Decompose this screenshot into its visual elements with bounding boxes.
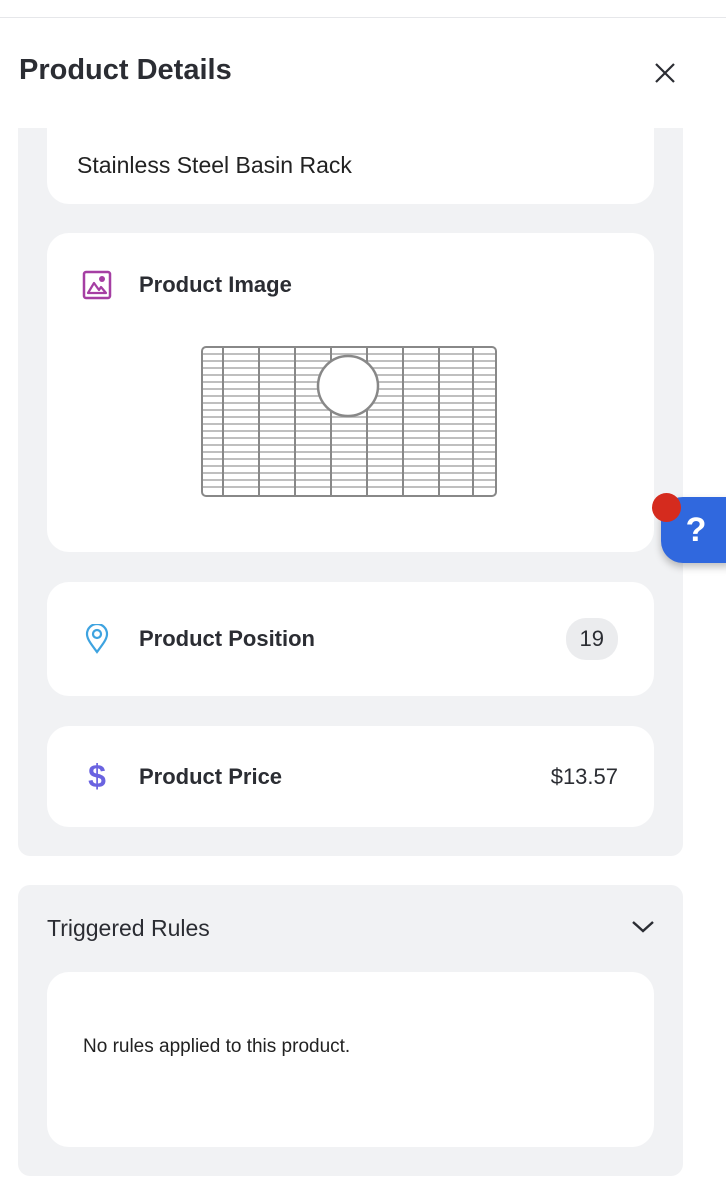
product-price-value: $13.57 (550, 763, 618, 789)
top-divider (0, 17, 726, 18)
rules-card: No rules applied to this product. (47, 972, 654, 1147)
close-icon (655, 63, 675, 83)
chevron-down-icon[interactable] (630, 919, 656, 935)
product-name: Stainless Steel Basin Rack (77, 152, 352, 178)
product-details-panel: Stainless Steel Basin Rack Product Image… (18, 128, 683, 856)
product-name-card: Stainless Steel Basin Rack (47, 128, 654, 204)
triggered-rules-title: Triggered Rules (47, 915, 210, 941)
product-price-card: $ Product Price $13.57 (47, 726, 654, 827)
image-icon (79, 270, 115, 300)
dollar-icon: $ (88, 758, 106, 794)
product-image-card: Product Image (47, 233, 654, 552)
product-position-label: Product Position (139, 626, 315, 651)
no-rules-message: No rules applied to this product. (83, 1036, 351, 1057)
triggered-rules-panel: Triggered Rules No rules applied to this… (18, 885, 683, 1176)
position-badge: 19 (565, 618, 618, 660)
notification-dot (652, 493, 681, 522)
product-image-label: Product Image (139, 272, 292, 297)
product-position-card: Product Position 19 (47, 582, 654, 696)
product-image (201, 346, 497, 497)
location-pin-icon (79, 624, 115, 654)
page-title: Product Details (19, 54, 232, 86)
product-price-label: Product Price (139, 763, 283, 789)
close-button[interactable] (650, 58, 680, 88)
